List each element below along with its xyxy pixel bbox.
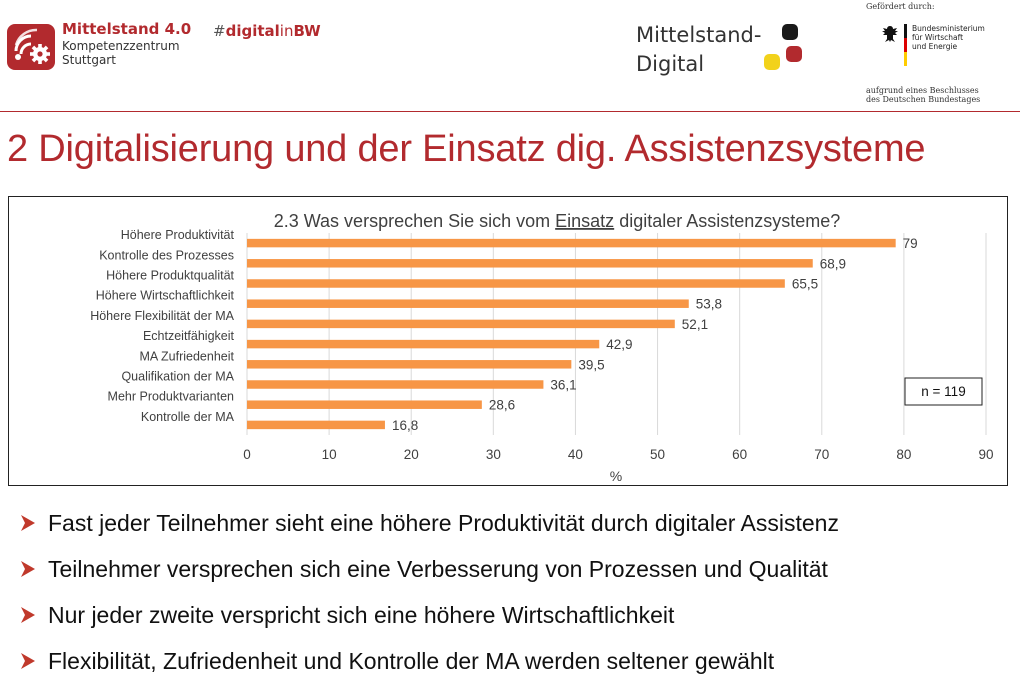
hashtag-part-1: # [213,22,226,40]
x-tick-label: 70 [814,447,829,462]
data-label: 42,9 [606,337,632,352]
bar [247,380,544,389]
page-header: Mittelstand 4.0 Kompetenzzentrum Stuttga… [0,0,1020,112]
sample-size-note: n = 119 [921,384,965,399]
data-label: 36,1 [550,378,576,393]
x-axis-label: % [610,468,622,484]
category-label: Höhere Wirtschaftlichkeit [96,289,235,303]
federal-eagle-icon [882,26,898,42]
bar [247,339,600,349]
list-item: Fast jeder Teilnehmer sieht eine höhere … [18,500,1008,546]
bar [247,319,675,329]
category-label: Qualifikation der MA [121,370,234,384]
arrowhead-bullet-icon [21,561,35,577]
category-label: MA Zufriedenheit [140,349,235,363]
category-label: Echtzeitfähigkeit [143,329,235,343]
bmwi-bottom-line-1: aufgrund eines Beschlusses [866,86,979,95]
x-tick-label: 30 [486,447,501,462]
category-label: Kontrolle der MA [141,410,235,424]
category-label: Kontrolle des Prozesses [99,248,234,262]
list-item: Teilnehmer versprechen sich eine Verbess… [18,546,1008,592]
bullet-text: Fast jeder Teilnehmer sieht eine höhere … [48,509,839,536]
bmwi-bottom-line-2: des Deutschen Bundestages [866,95,981,104]
x-tick-label: 90 [978,447,993,462]
bar-series [247,238,896,430]
m40-brand: Mittelstand 4.0 Kompetenzzentrum Stuttga… [62,20,192,68]
data-label: 65,5 [792,277,818,292]
mittelstand-digital-brand: Mittelstand- Digital [636,21,761,79]
bar [247,238,896,248]
bmwi-funding-logo: Gefördert durch: Bundesministerium für W… [866,0,1006,108]
colored-squares-icon [764,24,802,70]
bmwi-name-line-2: für Wirtschaft [912,33,964,42]
bar [247,279,785,288]
data-label: 52,1 [682,317,708,332]
data-label: 39,5 [578,357,604,372]
bar [247,360,572,369]
x-tick-label: 20 [404,447,419,462]
bmwi-funded-by: Gefördert durch: [866,2,935,11]
chart-title-prefix: 2.3 Was versprechen Sie sich vom [274,211,555,231]
list-item: Flexibilität, Zufriedenheit und Kontroll… [18,638,1008,684]
bullet-text: Flexibilität, Zufriedenheit und Kontroll… [48,647,775,674]
x-tick-label: 0 [243,447,251,462]
data-label: 16,8 [392,418,418,433]
x-tick-label: 10 [322,447,337,462]
x-tick-label: 80 [896,447,911,462]
bar [247,400,482,409]
data-label: 53,8 [696,297,722,312]
x-tick-label: 50 [650,447,665,462]
value-labels: 79 68,965,5 53,8 52,1 42,939,536,1 28,6 16,8 [392,236,918,433]
x-tick-label: 40 [568,447,583,462]
md-line-2: Digital [636,52,705,76]
arrowhead-bullet-icon [21,653,35,669]
wifi-gear-icon [7,24,55,70]
m40-title: Mittelstand 4.0 [62,20,192,38]
data-label: 79 [903,236,918,251]
x-tick-label: 60 [732,447,747,462]
hashtag-part-2: digital [225,22,280,40]
bullet-text: Teilnehmer versprechen sich eine Verbess… [48,555,828,582]
bar [247,420,385,430]
arrowhead-bullet-icon [21,515,35,531]
category-label: Höhere Produktivität [121,228,235,242]
bar [247,259,813,268]
chart-panel: 2.3 Was versprechen Sie sich vom Einsatz… [8,196,1008,486]
list-item: Nur jeder zweite verspricht sich eine hö… [18,592,1008,638]
bar [247,299,689,308]
data-label: 68,9 [820,256,846,271]
category-label: Höhere Flexibilität der MA [90,309,234,323]
bar-chart: 2.3 Was versprechen Sie sich vom Einsatz… [90,211,993,484]
hashtag-digital-in-bw: #digitalinBW [213,22,321,40]
bullet-text: Nur jeder zweite verspricht sich eine hö… [48,601,675,628]
category-label: Höhere Produktqualität [106,269,234,283]
slide-title: 2 Digitalisierung und der Einsatz dig. A… [7,128,926,170]
bmwi-name-line-3: und Energie [912,42,958,51]
m40-subtitle-1: Kompetenzzentrum [62,39,180,53]
category-labels: Höhere Produktivität Kontrolle des Prozes… [90,228,234,424]
sample-size-box [904,377,983,406]
bmwi-ministry-name: Bundesministerium für Wirtschaft und Ene… [912,24,1004,51]
chart-title: 2.3 Was versprechen Sie sich vom Einsatz… [274,211,841,231]
category-label: Mehr Produktvarianten [108,390,235,404]
hashtag-part-3: in [279,22,294,40]
chart-title-underlined: Einsatz [555,211,614,231]
data-label: 28,6 [489,398,515,413]
header-divider [0,111,1020,112]
x-axis-ticks: 0 10 20 30 40 50 60 70 80 90 [243,447,993,462]
arrowhead-bullet-icon [21,607,35,623]
m40-subtitle-2: Stuttgart [62,53,116,67]
md-line-1: Mittelstand- [636,23,762,47]
bmwi-resolution-note: aufgrund eines Beschlusses des Deutschen… [866,86,980,104]
bmwi-name-line-1: Bundesministerium [912,24,985,33]
chart-title-suffix: digitaler Assistenzsysteme? [614,211,840,231]
hashtag-part-4: BW [293,22,321,40]
german-flag-stripe [904,24,907,66]
summary-bullet-list: Fast jeder Teilnehmer sieht eine höhere … [18,500,1008,684]
